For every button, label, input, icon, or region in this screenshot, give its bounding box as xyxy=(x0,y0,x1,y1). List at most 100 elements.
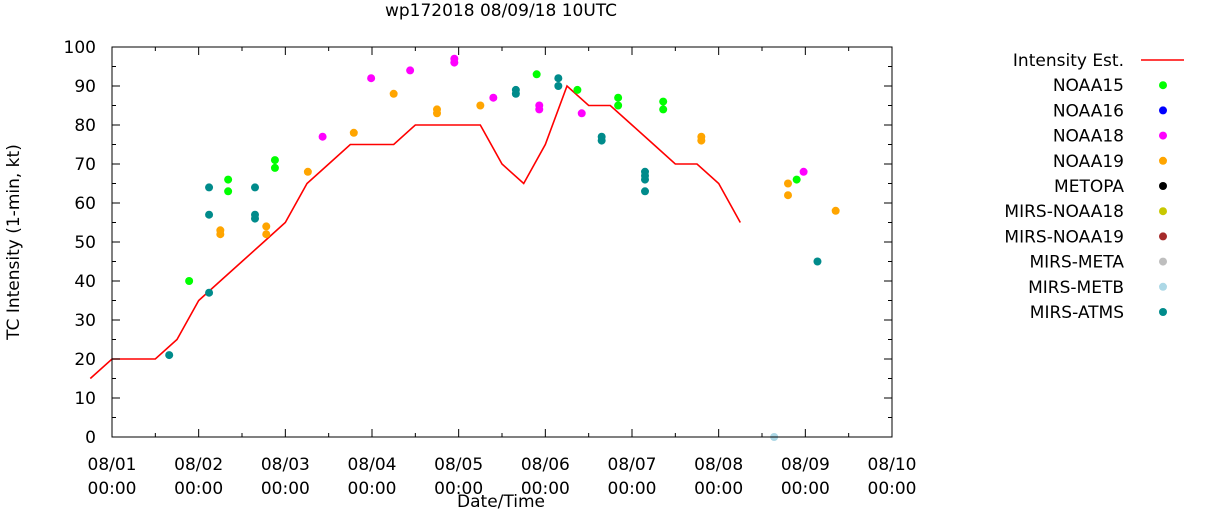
y-tick-label: 20 xyxy=(74,350,96,370)
axes: 0 10 20 30 40 50 60 70 80 90 100 08/01 00:00 08/02 00:… xyxy=(64,38,917,499)
legend-point-swatch xyxy=(1159,81,1167,90)
point-noaa15 xyxy=(532,70,541,79)
plot-frame xyxy=(111,46,893,438)
legend-point-swatch xyxy=(1159,282,1167,291)
x-tick-label-date: 08/08 xyxy=(694,455,743,475)
x-tick-label-time: 00:00 xyxy=(521,479,570,499)
x-tick-label-time: 00:00 xyxy=(608,479,657,499)
y-tick-label: 40 xyxy=(74,272,96,292)
x-tick-label-date: 08/03 xyxy=(261,455,310,475)
point-noaa19 xyxy=(476,101,485,110)
point-noaa18 xyxy=(577,109,586,118)
y-tick-label: 0 xyxy=(85,428,96,448)
point-mirs-atms xyxy=(641,175,649,184)
point-noaa19 xyxy=(262,222,271,231)
x-tick-label-date: 08/07 xyxy=(608,455,657,475)
x-tick-label-time: 00:00 xyxy=(261,479,310,499)
point-mirs-atms xyxy=(205,210,214,219)
legend-label: METOPA xyxy=(1054,177,1124,197)
point-noaa15 xyxy=(659,97,668,106)
chart-title: wp172018 08/09/18 10UTC xyxy=(385,1,617,21)
point-mirs-atms xyxy=(597,136,606,145)
x-tick-label-date: 08/04 xyxy=(348,455,397,475)
x-tick-label-time: 00:00 xyxy=(348,479,397,499)
point-noaa15 xyxy=(573,85,582,94)
intensity-line xyxy=(89,84,741,380)
legend-label: MIRS-NOAA18 xyxy=(1004,202,1124,222)
x-tick-label-time: 00:00 xyxy=(694,479,743,499)
point-noaa18 xyxy=(367,74,376,83)
y-tick-label: 60 xyxy=(74,194,96,214)
legend-point-swatch xyxy=(1159,207,1167,216)
point-mirs-atms xyxy=(554,74,563,83)
point-noaa19 xyxy=(216,230,225,239)
series-layer xyxy=(89,54,840,441)
point-noaa18 xyxy=(535,105,544,114)
x-tick-label-date: 08/09 xyxy=(781,455,830,475)
y-axis-label: TC Intensity (1-min, kt) xyxy=(4,144,24,341)
point-noaa19 xyxy=(784,191,792,200)
point-mirs-atms xyxy=(813,257,822,266)
point-mirs-atms xyxy=(251,214,259,223)
x-tick-label-time: 00:00 xyxy=(174,479,223,499)
point-noaa15 xyxy=(270,156,279,165)
x-tick-label-date: 08/06 xyxy=(521,455,570,475)
point-mirs-atms xyxy=(251,183,259,192)
point-noaa15 xyxy=(224,187,233,196)
point-noaa18 xyxy=(489,93,498,102)
point-noaa15 xyxy=(185,277,194,285)
x-tick-label-date: 08/02 xyxy=(174,455,223,475)
point-noaa18 xyxy=(799,167,808,176)
point-noaa15 xyxy=(270,163,279,172)
point-mirs-atms xyxy=(205,183,214,192)
legend-point-swatch xyxy=(1159,232,1167,241)
x-tick-label-time: 00:00 xyxy=(88,479,137,499)
point-noaa15 xyxy=(659,105,668,114)
point-noaa15 xyxy=(614,93,623,102)
legend-point-swatch xyxy=(1159,308,1167,316)
legend-label: NOAA16 xyxy=(1053,101,1124,121)
legend-label: Intensity Est. xyxy=(1013,51,1124,71)
y-tick-label: 50 xyxy=(74,233,96,253)
point-noaa18 xyxy=(450,58,459,67)
point-mirs-atms xyxy=(641,187,649,196)
legend-point-swatch xyxy=(1159,156,1167,165)
point-noaa18 xyxy=(318,132,327,141)
legend-label: MIRS-META xyxy=(1029,253,1124,273)
legend-point-swatch xyxy=(1159,131,1167,140)
y-tick-label: 10 xyxy=(74,389,96,409)
point-mirs-atms xyxy=(205,288,214,297)
point-noaa19 xyxy=(262,230,271,239)
x-axis-label: Date/Time xyxy=(457,492,545,509)
point-mirs-atms xyxy=(165,351,174,360)
legend-label: MIRS-ATMS xyxy=(1030,303,1124,323)
x-tick-label-date: 08/01 xyxy=(88,455,137,475)
x-tick-label-time: 00:00 xyxy=(868,479,917,499)
legend: Intensity Est. NOAA15 NOAA16 NOAA18 NOAA19 ME… xyxy=(1004,51,1184,323)
y-tick-label: 90 xyxy=(74,77,96,97)
legend-label: NOAA19 xyxy=(1053,152,1124,172)
point-noaa15 xyxy=(792,175,801,184)
x-tick-label-time: 00:00 xyxy=(434,479,483,499)
point-noaa15 xyxy=(614,101,623,110)
x-tick-label-time: 00:00 xyxy=(781,479,830,499)
x-tick-label-date: 08/05 xyxy=(434,455,483,475)
legend-label: NOAA15 xyxy=(1053,76,1124,96)
legend-point-swatch xyxy=(1159,106,1167,115)
point-noaa19 xyxy=(831,206,840,215)
legend-label: NOAA18 xyxy=(1053,127,1124,147)
point-noaa19 xyxy=(697,136,706,145)
point-mirs-atms xyxy=(511,89,520,98)
y-tick-label: 70 xyxy=(74,155,96,175)
point-noaa18 xyxy=(406,66,415,75)
legend-point-swatch xyxy=(1159,257,1167,266)
point-noaa15 xyxy=(224,175,233,184)
y-tick-label: 80 xyxy=(74,116,96,136)
y-tick-label: 100 xyxy=(64,38,96,58)
legend-point-swatch xyxy=(1159,182,1167,190)
y-tick-label: 30 xyxy=(74,311,96,331)
legend-label: MIRS-NOAA19 xyxy=(1004,227,1124,247)
point-noaa19 xyxy=(349,128,358,137)
point-noaa19 xyxy=(303,167,312,176)
